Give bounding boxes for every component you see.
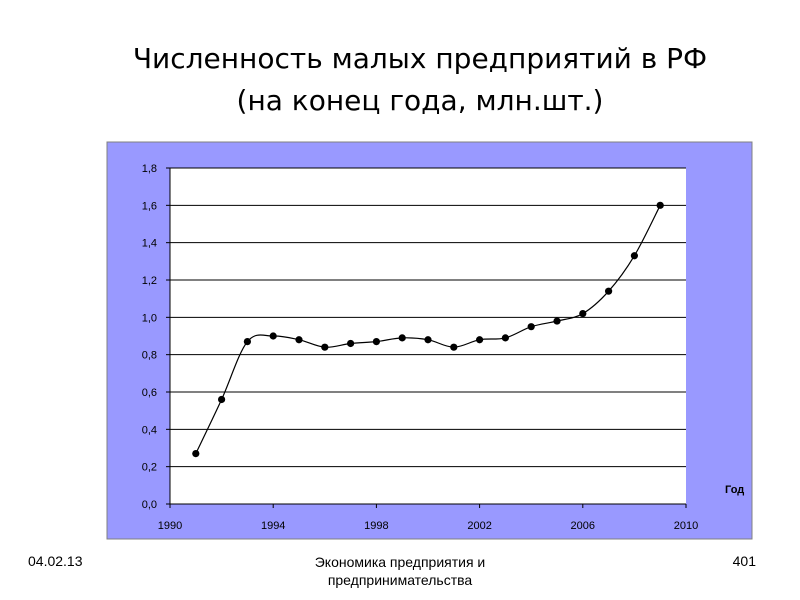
x-tick-label: 2002 (467, 520, 491, 532)
footer-date: 04.02.13 (28, 553, 83, 569)
y-tick-label: 1,0 (142, 312, 157, 324)
data-point (450, 343, 458, 351)
data-point (398, 334, 406, 342)
data-point (476, 336, 484, 344)
data-point (630, 252, 639, 260)
footer-course-title: Экономика предприятия и предпринимательс… (280, 553, 520, 589)
data-point (192, 450, 200, 458)
y-tick-label: 0,2 (142, 462, 157, 474)
y-tick-label: 0,8 (142, 350, 157, 362)
data-point (372, 338, 380, 346)
y-tick-label: 0,6 (142, 387, 157, 399)
footer-page-number: 401 (732, 553, 756, 569)
y-tick-label: 1,6 (142, 200, 157, 212)
data-point (579, 310, 587, 318)
data-point (527, 323, 535, 331)
y-tick-label: 1,4 (142, 238, 157, 250)
x-tick-label: 1994 (261, 520, 285, 532)
x-axis-title: Год (725, 484, 744, 496)
slide-title-line-1: Численность малых предприятий в РФ (132, 42, 708, 75)
data-point (218, 395, 226, 404)
slide-title-line-2: (на конец года, млн.шт.) (236, 84, 604, 117)
data-point (424, 336, 432, 344)
data-point (347, 339, 355, 348)
y-tick-label: 1,8 (142, 163, 157, 175)
y-tick-label: 0,0 (142, 499, 157, 511)
x-tick-label: 2006 (571, 520, 595, 532)
data-point (321, 343, 329, 351)
slide-title: Численность малых предприятий в РФ (на к… (60, 38, 780, 122)
data-point (605, 287, 613, 295)
data-point (656, 201, 664, 209)
x-tick-label: 1990 (158, 520, 182, 532)
data-point (269, 332, 277, 340)
footer-course-line-2: предпринимательства (327, 572, 473, 588)
x-tick-label: 2010 (674, 520, 698, 532)
data-point (295, 336, 303, 344)
data-point (553, 317, 561, 325)
plot-area (170, 168, 686, 504)
footer-course-line-1: Экономика предприятия и (314, 554, 486, 570)
data-point (501, 334, 509, 342)
x-tick-label: 1998 (364, 520, 388, 532)
data-point (243, 338, 251, 346)
y-tick-label: 1,2 (142, 275, 157, 287)
y-tick-label: 0,4 (142, 424, 157, 436)
